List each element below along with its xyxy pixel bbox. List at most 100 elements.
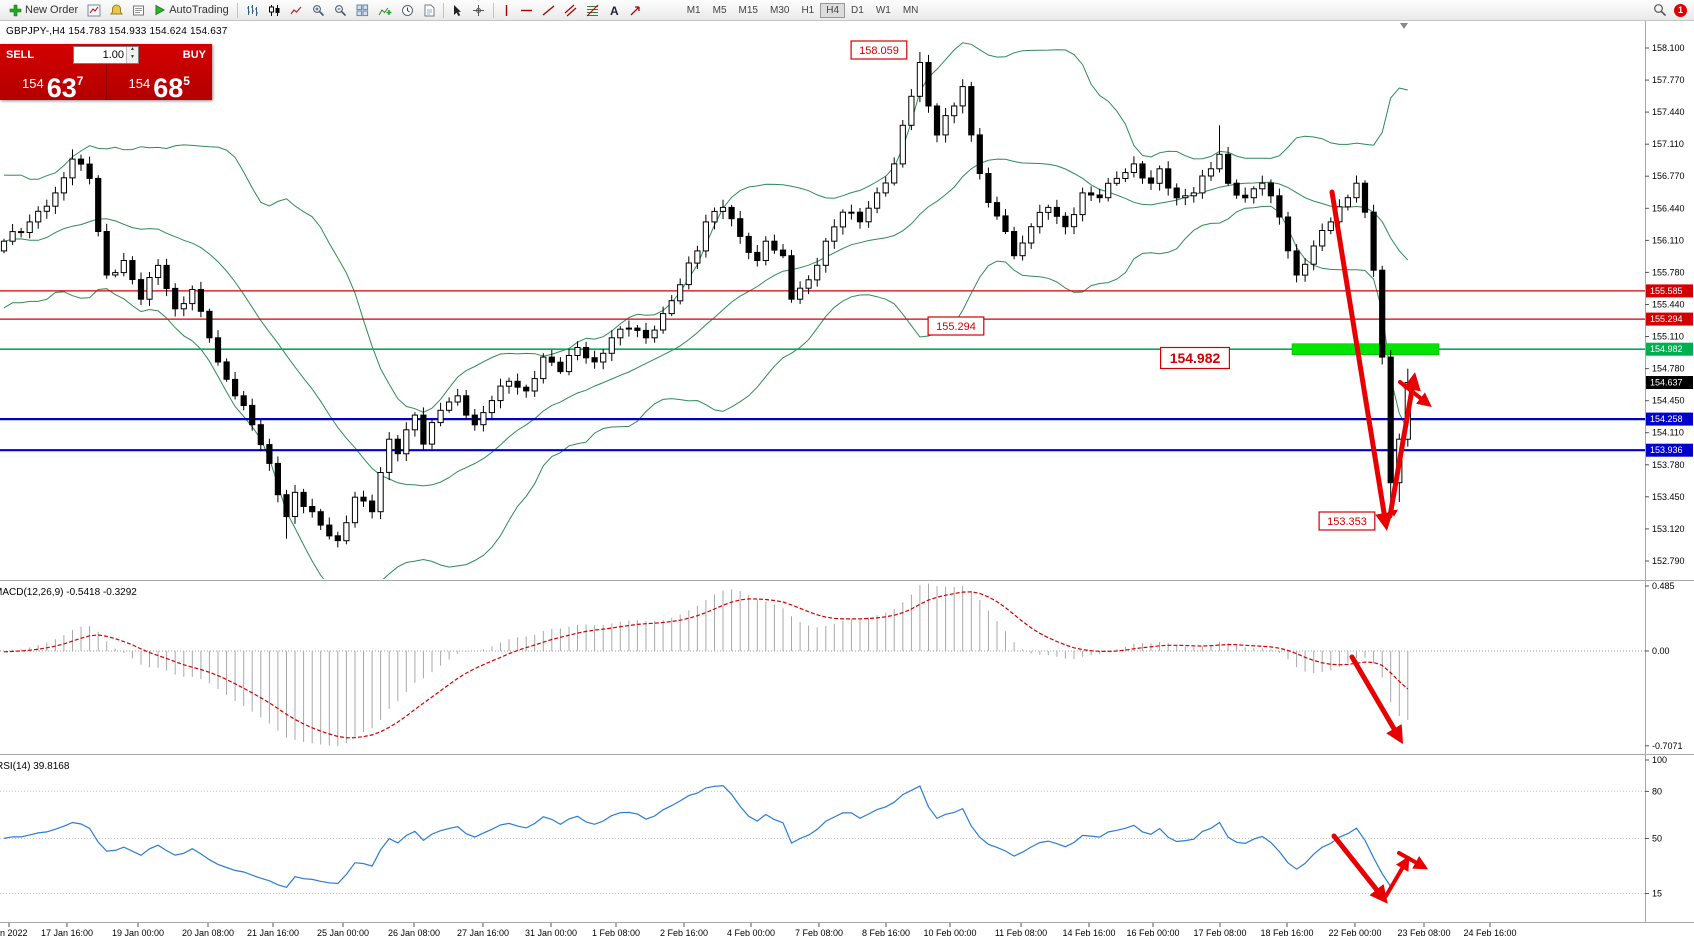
crosshair-icon [472,4,484,16]
price-annotation-box[interactable] [927,316,985,336]
trend-arrow[interactable] [1397,851,1429,870]
arrow-tool-button[interactable] [625,1,646,20]
ohlc-bars-icon [246,4,258,16]
fibonacci-tool-button[interactable] [582,1,603,20]
trendline-tool-button[interactable] [538,1,559,20]
rsi-line [3,784,1409,888]
lot-spinner-down[interactable]: ▼ [130,53,135,60]
macd-axis-label: -0.7071 [1652,741,1683,751]
bollinger-lower-band [3,205,1409,579]
price-axis-badge [1646,412,1693,426]
timeframe-button-m1[interactable]: M1 [686,4,701,16]
trend-arrow[interactable] [1380,509,1398,522]
price-axis-label: 154.780 [1652,364,1685,374]
trend-arrow[interactable] [1329,189,1393,531]
horizontal-line-tool-button[interactable] [516,1,537,20]
timeframe-button-m15[interactable]: M15 [738,4,758,16]
trend-arrow[interactable] [1331,833,1388,904]
price-annotation-box[interactable] [1318,511,1376,531]
price-axis-label: 155.440 [1652,299,1685,309]
vertical-line-icon [505,4,507,16]
one-click-trading-panel: SELL ▲ ▼ BUY 154 637 154 685 [0,44,213,103]
alerts-button[interactable] [106,1,127,20]
autotrading-button[interactable]: AutoTrading [150,1,233,20]
macd-histogram [3,583,1409,747]
channel-tool-button[interactable] [560,1,581,20]
timeframe-button-m30[interactable]: M30 [769,4,790,16]
price-annotation-box[interactable] [1159,346,1230,370]
support-zone-rectangle[interactable] [1291,343,1440,355]
time-axis-label: 8 Feb 16:00 [862,928,910,938]
time-axis-label: 20 Jan 08:00 [182,928,234,938]
vertical-line-tool-button[interactable] [498,1,515,20]
lot-spinner-up[interactable]: ▲ [130,45,135,52]
price-annotation-text: 158.059 [859,45,899,57]
price-axis-label: 156.110 [1652,235,1684,245]
macd-signal-line [3,591,1409,739]
indicators-button[interactable] [374,1,396,20]
new-order-label: New Order [25,4,79,16]
main-chart-area [0,42,1645,579]
price-axis-label: 156.770 [1652,171,1685,181]
price-axis-label: 153.780 [1652,460,1685,470]
trend-arrow[interactable] [1384,855,1410,898]
price-axis-label: 154.110 [1652,428,1684,438]
template-icon [424,4,435,16]
notification-badge[interactable]: 1 [1674,3,1687,17]
timeframe-button-d1[interactable]: D1 [851,4,864,16]
trend-arrow[interactable] [1398,380,1432,407]
candlestick-series [0,52,1411,548]
candlestick-chart-button[interactable] [264,1,285,20]
price-axis-label: 153.120 [1652,524,1685,534]
timeframe-button-mn[interactable]: MN [902,4,919,16]
price-annotation-box[interactable] [850,40,908,60]
period-button[interactable] [397,1,418,20]
chart-window-button[interactable] [83,1,105,20]
cursor-icon [453,4,461,16]
lot-size-input[interactable] [74,46,126,63]
bollinger-middle-band [3,158,1409,487]
cursor-button[interactable] [448,1,467,20]
rsi-panel [0,784,1645,894]
time-axis-label: 23 Feb 08:00 [1397,928,1450,938]
price-axis-label: 156.440 [1652,203,1685,213]
text-tool-button[interactable]: A [604,1,624,20]
price-annotation-text: 154.982 [1170,350,1221,366]
price-axis-label: 153.450 [1652,492,1685,502]
sell-button[interactable]: 154 637 [0,65,106,103]
timeframe-button-h1[interactable]: H1 [801,4,815,16]
price-axis-label: 152.790 [1652,556,1685,566]
trend-arrow[interactable] [1349,654,1404,745]
rsi-axis-label: 100 [1652,755,1667,765]
time-axis-label: 17 Jan 16:00 [41,928,93,938]
tile-windows-button[interactable] [352,1,373,20]
template-button[interactable] [419,1,439,20]
news-icon [133,5,145,15]
price-axis-label: 154.450 [1652,396,1685,406]
price-axis-badge [1646,376,1693,389]
search-icon[interactable] [1653,3,1667,17]
timeframe-button-m5[interactable]: M5 [712,4,727,16]
price-axis-badge-text: 154.258 [1650,414,1683,424]
timeframe-button-w1[interactable]: W1 [875,4,891,16]
macd-label: MACD(12,26,9) -0.5418 -0.3292 [0,587,137,598]
line-chart-button[interactable] [286,1,307,20]
new-order-button[interactable]: New Order [5,1,82,20]
trend-arrow[interactable] [1387,372,1421,519]
time-axis-label: 7 Feb 08:00 [795,928,843,938]
candlestick-icon [268,4,280,16]
sell-price-small: 154 [22,76,44,91]
rsi-axis-label: 15 [1652,888,1662,898]
news-button[interactable] [128,1,149,20]
zoom-out-button[interactable] [330,1,351,20]
price-axis-label: 157.770 [1652,75,1685,85]
crosshair-button[interactable] [468,1,489,20]
timeframe-button-h4[interactable]: H4 [820,2,846,18]
chart-shift-marker[interactable] [1400,23,1408,29]
time-axis-label: 21 Jan 16:00 [247,928,299,938]
zoom-in-button[interactable] [308,1,329,20]
buy-button[interactable]: 154 685 [107,65,213,103]
toolbar-separator [236,2,238,18]
ohlc-bars-button[interactable] [242,1,263,20]
